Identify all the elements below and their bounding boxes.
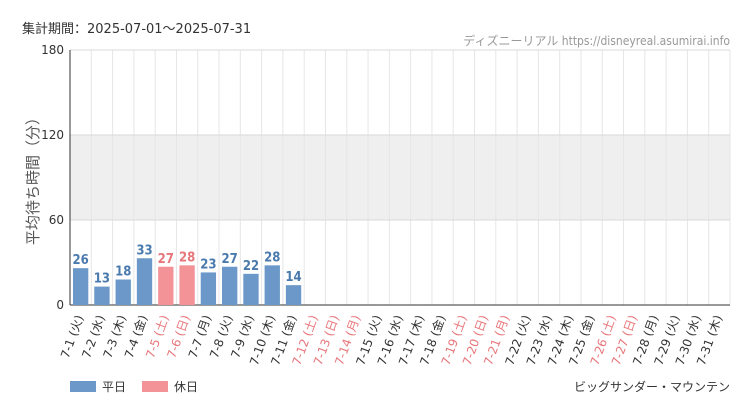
data-label: 13 [94,272,110,287]
data-label: 23 [200,257,216,272]
data-label: 14 [285,270,301,285]
attraction-name: ビッグサンダー・マウンテン [573,380,730,394]
legend-label-holiday: 休日 [174,380,199,394]
bar [243,273,259,305]
y-tick-label: 180 [41,43,64,57]
data-label: 28 [264,250,280,265]
bar [72,268,89,305]
bar [94,286,110,305]
data-label: 26 [73,253,89,268]
bar [264,265,280,305]
bar [285,285,302,305]
bar [115,279,131,305]
legend-item-holiday: 休日 [142,378,198,395]
bar [158,266,174,305]
legend-item-weekday: 平日 [70,378,126,395]
y-axis-title: 平均待ち時間（分） [24,110,42,245]
legend-swatch-weekday [70,381,96,392]
bar [136,258,153,305]
legend-label-weekday: 平日 [102,380,127,394]
y-tick-label: 0 [56,298,64,312]
period-label: 集計期間：2025-07-01～2025-07-31 [22,22,252,37]
y-tick-label: 60 [49,213,64,227]
source-label: ディズニーリアル https://disneyreal.asumirai.inf… [463,34,730,48]
data-label: 27 [158,252,174,267]
data-label: 18 [115,265,131,280]
data-label: 22 [243,259,259,274]
legend: 平日 休日 [70,378,198,395]
data-label: 28 [179,250,195,265]
bar [200,272,217,305]
data-label: 27 [222,252,238,267]
bar [222,266,238,305]
legend-swatch-holiday [142,381,169,392]
shaded-band [70,135,730,220]
data-label: 33 [136,243,152,258]
bar [179,265,195,305]
y-tick-label: 120 [41,128,64,142]
